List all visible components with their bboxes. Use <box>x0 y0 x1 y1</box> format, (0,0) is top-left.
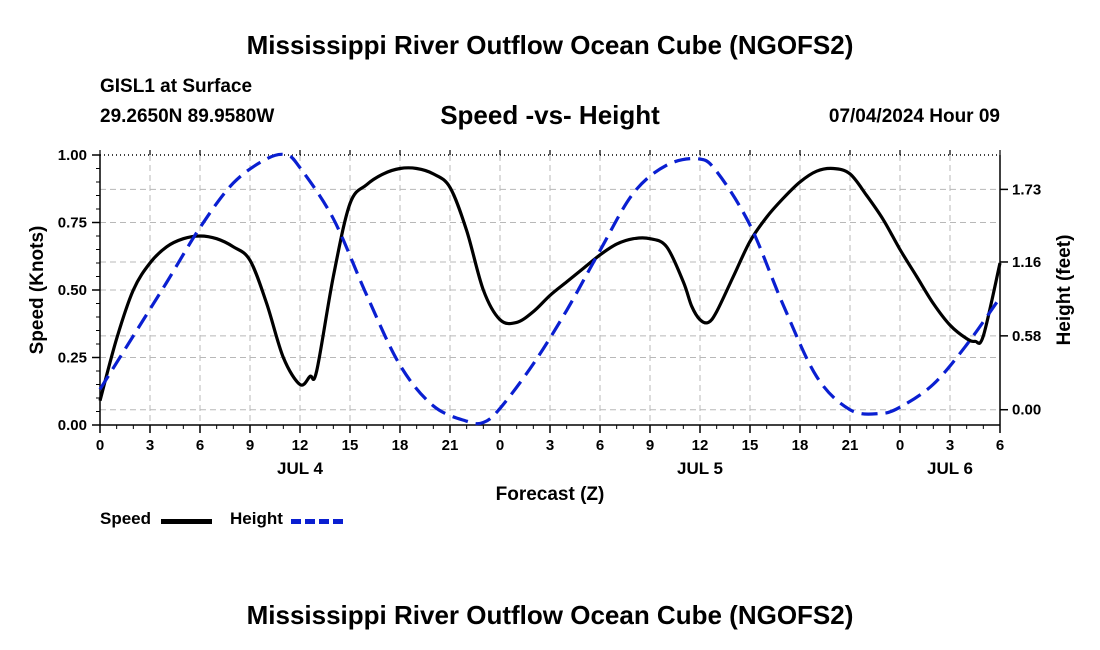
x-tick-label: 3 <box>546 437 554 454</box>
x-tick-label: 12 <box>292 437 309 454</box>
labels-layer: 0 3 6 9 12 15 18 21 0 3 6 9 12 15 18 21 0 3 6 JUL 4 JUL 5 JUL… <box>27 147 1075 505</box>
x-tick-label: 6 <box>196 437 204 454</box>
axes-layer <box>92 150 1008 433</box>
x-tick-label: 3 <box>946 437 954 454</box>
x-tick-label: 21 <box>442 437 459 454</box>
x-tick-label: 0 <box>496 437 504 454</box>
x-tick-label: 9 <box>246 437 254 454</box>
chart-main-title: Mississippi River Outflow Ocean Cube (NG… <box>246 30 854 60</box>
legend-height-label: Height <box>230 509 283 528</box>
y-tick-label: 1.00 <box>58 147 87 164</box>
chart-subtitle: Speed -vs- Height <box>440 100 660 130</box>
y2-tick-label: 1.16 <box>1012 254 1041 271</box>
footer-title: Mississippi River Outflow Ocean Cube (NG… <box>246 600 854 630</box>
series-line-height <box>98 152 1002 426</box>
y-tick-label: 0.50 <box>58 282 87 299</box>
legend-height-swatch <box>291 519 343 524</box>
grid-layer <box>100 155 1000 425</box>
x-date-label: JUL 5 <box>677 459 723 478</box>
y-tick-label: 0.25 <box>58 350 87 367</box>
x-tick-label: 0 <box>896 437 904 454</box>
y2-tick-label: 0.00 <box>1012 402 1041 419</box>
x-tick-label: 18 <box>392 437 409 454</box>
y2-tick-label: 1.73 <box>1012 181 1041 198</box>
series-line-speed <box>98 166 1002 402</box>
x-tick-label: 21 <box>842 437 859 454</box>
y2-axis-title: Height (feet) <box>1054 235 1075 346</box>
x-tick-label: 15 <box>342 437 359 454</box>
x-tick-label: 12 <box>692 437 709 454</box>
x-tick-label: 18 <box>792 437 809 454</box>
y-tick-label: 0.00 <box>58 417 87 434</box>
station-label: GISL1 at Surface <box>100 76 253 97</box>
x-tick-label: 6 <box>996 437 1004 454</box>
coordinates-label: 29.2650N 89.9580W <box>100 106 275 127</box>
x-date-label: JUL 4 <box>277 459 324 478</box>
x-tick-label: 15 <box>742 437 759 454</box>
x-axis-title: Forecast (Z) <box>496 484 605 505</box>
x-date-label: JUL 6 <box>927 459 973 478</box>
legend-speed-label: Speed <box>100 509 152 528</box>
forecast-datetime: 07/04/2024 Hour 09 <box>828 106 1000 127</box>
x-tick-label: 3 <box>146 437 154 454</box>
y2-tick-label: 0.58 <box>1012 328 1041 345</box>
x-tick-label: 6 <box>596 437 604 454</box>
y-tick-label: 0.75 <box>58 215 87 232</box>
legend-speed-swatch <box>161 519 212 524</box>
x-tick-label: 9 <box>646 437 654 454</box>
series-layer <box>98 152 1002 426</box>
y-axis-title: Speed (Knots) <box>27 226 48 355</box>
x-tick-label: 0 <box>96 437 104 454</box>
